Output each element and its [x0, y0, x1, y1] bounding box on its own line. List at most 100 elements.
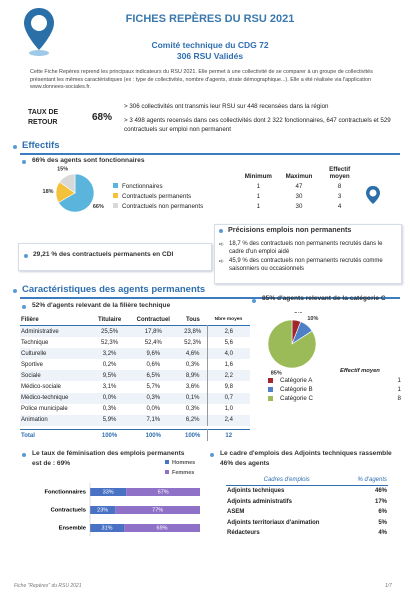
legend-swatch: [268, 396, 273, 401]
table-cell: Adjoints administratifs: [227, 498, 293, 505]
cell-text: 8: [337, 182, 342, 190]
footer-page: 1/7: [385, 583, 392, 589]
bullet: [210, 453, 214, 457]
table-cell: 4: [319, 201, 360, 211]
table-cell: 5%: [378, 519, 387, 526]
legend-swatch: [113, 202, 118, 208]
header-cell: Contractuel: [136, 316, 170, 323]
table-cell: Culturelle: [21, 350, 47, 357]
cell-text: 30: [295, 192, 303, 200]
table-cell: 5,7%: [146, 384, 161, 391]
pie-slice: [267, 319, 317, 369]
legend-value: 8: [397, 395, 401, 402]
table-cell: Adjoints techniques: [227, 488, 285, 495]
table-cell: Médico-sociale: [21, 384, 62, 391]
pin-icon: [366, 186, 380, 204]
table-cell: 1: [238, 201, 279, 211]
table-row: Technique 52,3% 52,4% 52,3% 5,6: [20, 337, 250, 349]
summary: Le taux de féminisation des emplois perm…: [32, 450, 185, 467]
table-row: Rédacteurs 4%: [226, 528, 388, 539]
table-row: Administrative 25,5% 17,8% 23,8% 2,6: [20, 325, 250, 338]
cell-text: Fonctionnaires: [122, 182, 163, 190]
table-cell: 23,8%: [184, 328, 202, 335]
bar-label: 23%: [97, 507, 108, 513]
bullet: [13, 145, 17, 149]
bar-label: 69%: [157, 525, 168, 531]
header-cell: % d'agents: [357, 476, 388, 483]
title: FICHES REPÈRES DU RSU 2021: [125, 13, 295, 25]
table-cell: 100%: [184, 432, 201, 439]
return-value: 68%: [92, 112, 113, 123]
cadres-table: Cadres d'emplois % d'agents Adjoints techn…: [226, 474, 388, 539]
legend-swatch: [165, 470, 169, 474]
header-cell: Nbre moyen: [214, 317, 243, 322]
slice-label: 85%: [271, 370, 282, 376]
table-cell: ASEM: [227, 509, 245, 516]
table-cell: 0,2%: [102, 361, 117, 368]
table-cell: 30: [279, 191, 320, 201]
table-row: Adjoints administratifs 17%: [226, 497, 388, 508]
section-line: [20, 297, 400, 299]
bullet: [24, 254, 28, 258]
table-cell: 8,9%: [185, 372, 200, 379]
table-cell: 2,4: [206, 414, 250, 426]
table-cell: 0,0%: [102, 395, 117, 402]
legend-label: Catégorie B: [280, 386, 313, 393]
pie-slice: [58, 173, 95, 213]
bar-chart: Hommes Femmes Fonctionnaires 33% 67% Contract…: [44, 460, 200, 536]
cdi-box: [18, 243, 212, 271]
table-cell: 1,6: [206, 359, 250, 371]
table-cell: Technique: [21, 339, 49, 346]
bullet: [252, 299, 256, 303]
bullet: [219, 229, 223, 233]
table-cell: 3,2%: [102, 350, 117, 357]
header-row: Cadres d'emplois % d'agents: [226, 474, 388, 486]
section-heading: Caractéristiques des agents permanents: [22, 284, 206, 295]
legend-swatch: [113, 192, 118, 198]
table-cell: 46%: [374, 488, 387, 495]
table-cell: 17%: [374, 498, 387, 505]
table-cell: 52,3%: [184, 339, 202, 346]
table-cell: 3,6%: [185, 384, 200, 391]
cell-text: 1: [256, 202, 261, 210]
table-cell: 5,6: [206, 337, 250, 349]
table-row: Sportive 0,2% 0,6% 0,3% 1,6: [20, 359, 250, 371]
header-cell: Effectif moyen: [329, 166, 351, 180]
table-row: Sociale 9,5% 6,5% 8,9% 2,2: [20, 370, 250, 382]
summary: 85% d'agents relevant de la catégorie C: [262, 295, 386, 302]
table-cell: Total: [21, 432, 35, 439]
legend-value: 1: [397, 377, 401, 384]
table-row: Fonctionnaires 1 47 8: [112, 181, 360, 191]
table-cell: 6,5%: [146, 372, 161, 379]
table-cell: 4%: [378, 530, 387, 537]
slice-label: 10%: [307, 316, 318, 322]
slice-label: 15%: [57, 166, 68, 172]
slice-label: 6%: [294, 312, 302, 315]
legend-swatch: [165, 460, 169, 464]
table-cell: 0,3%: [102, 406, 117, 413]
table-cell: 12: [206, 429, 250, 442]
filiere-table: Filière Titulaire Contractuel Tous Nbre moye…: [20, 314, 250, 442]
cell-text: 47: [295, 182, 303, 190]
legend: Catégorie A 1 Catégorie B 1 Catégorie C 8: [268, 377, 403, 404]
table-row: Culturelle 3,2% 9,6% 4,6% 4,0: [20, 348, 250, 360]
category-label: Fonctionnaires: [44, 490, 86, 496]
bar: [126, 488, 200, 496]
legend-item: Catégorie A 1: [268, 377, 403, 386]
legend-title: Effectif moyen: [340, 368, 380, 374]
table-cell: 0,6%: [146, 361, 161, 368]
bar-label: 77%: [152, 507, 163, 513]
header-cell: Tous: [185, 316, 200, 323]
cdi-text: 29,21 % des contractuels permanents en C…: [33, 251, 174, 258]
table-cell: Rédacteurs: [227, 530, 260, 537]
footer-left: Fiche "Repères" du RSU 2021: [14, 583, 82, 589]
legend-item: Catégorie C 8: [268, 395, 403, 404]
table-cell: Contractuels non permanents: [112, 201, 238, 211]
table-cell: 4,6%: [185, 350, 200, 357]
table-cell: 0,3%: [185, 361, 200, 368]
box-item: 45,9 % des contractuels non permanents r…: [229, 258, 383, 272]
bar-label: 33%: [103, 489, 114, 495]
box-heading: Précisions emplois non permanents: [228, 225, 352, 234]
bullet: [22, 305, 26, 309]
